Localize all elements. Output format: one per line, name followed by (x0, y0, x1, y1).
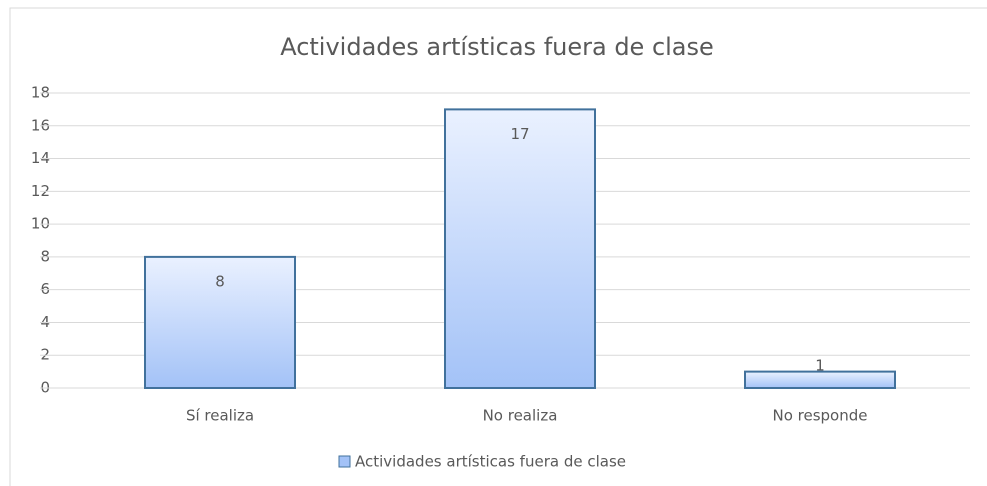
y-tick-label: 16 (31, 116, 50, 134)
bar (444, 108, 596, 389)
data-label: 1 (815, 357, 825, 375)
x-tick-label: Sí realiza (186, 407, 254, 425)
legend-label: Actividades artísticas fuera de clase (355, 453, 626, 471)
chart-title: Actividades artísticas fuera de clase (280, 33, 714, 61)
bar (144, 255, 296, 389)
data-label: 8 (215, 272, 225, 290)
x-tick-label: No responde (772, 407, 867, 425)
legend-swatch (338, 455, 351, 468)
x-tick-label: No realiza (483, 407, 558, 425)
data-label: 17 (510, 125, 529, 143)
bar (744, 370, 896, 390)
